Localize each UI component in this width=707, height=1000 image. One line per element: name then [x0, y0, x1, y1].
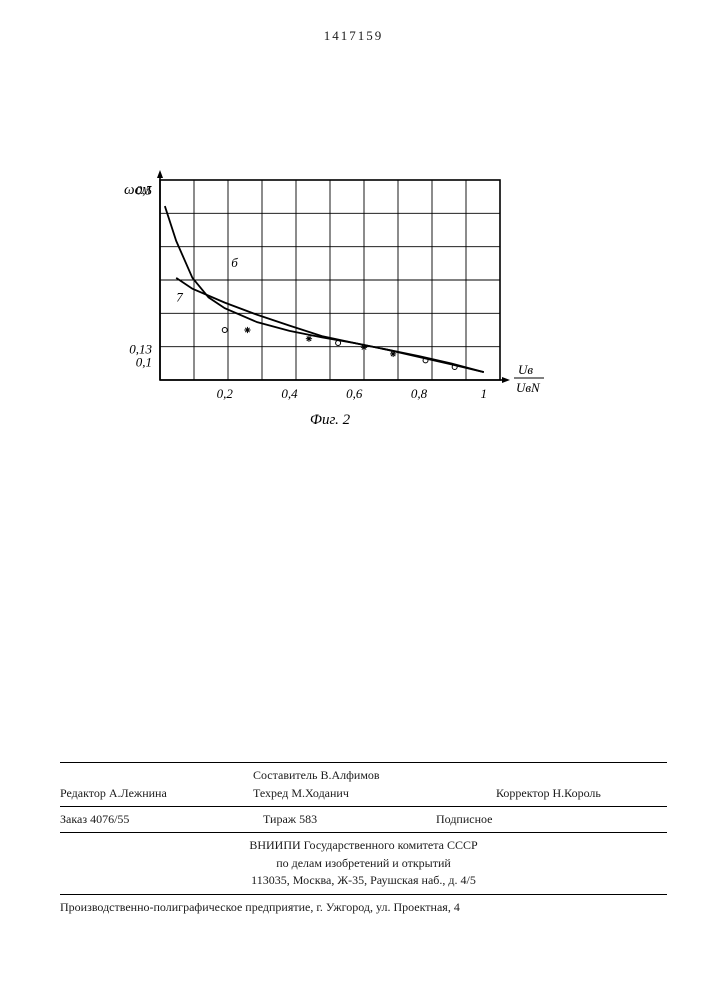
editor-label: Редактор	[60, 785, 106, 802]
svg-text:Фиг. 2: Фиг. 2	[310, 412, 351, 428]
svg-text:Uв: Uв	[518, 362, 533, 377]
footer-credits: Редактор А.Лежнина Составитель В.Алфимов…	[60, 762, 667, 807]
svg-text:0,13: 0,13	[129, 342, 152, 357]
tirage-num: 583	[299, 812, 317, 826]
compiler-label: Составитель	[253, 767, 317, 784]
corrector-name: Н.Король	[553, 785, 601, 802]
footer-org: ВНИИПИ Государственного комитета СССР по…	[60, 833, 667, 894]
order-label: Заказ	[60, 812, 87, 826]
order-num: 4076/55	[90, 812, 129, 826]
tirage-label: Тираж	[263, 812, 296, 826]
svg-text:UвN: UвN	[516, 380, 541, 395]
svg-text:0,2: 0,2	[217, 386, 234, 401]
svg-text:ωсм: ωсм	[124, 182, 151, 198]
svg-text:7: 7	[176, 290, 183, 305]
techred-label: Техред	[253, 785, 288, 802]
chart-fig2: 0,20,40,60,810,10,130,5ωсмUвUвNб7Фиг. 2	[110, 170, 550, 440]
org-line3: 113035, Москва, Ж-35, Раушская наб., д. …	[251, 873, 476, 887]
subscription: Подписное	[436, 811, 586, 828]
corrector-label: Корректор	[496, 785, 550, 802]
page-number: 1417159	[324, 28, 384, 44]
svg-text:0,6: 0,6	[346, 386, 363, 401]
svg-text:б: б	[231, 255, 238, 270]
techred-name: М.Ходанич	[291, 785, 349, 802]
footer-printer: Производственно-полиграфическое предприя…	[60, 895, 667, 920]
compiler-name: В.Алфимов	[320, 767, 379, 784]
svg-text:0,4: 0,4	[281, 386, 298, 401]
svg-text:1: 1	[481, 386, 488, 401]
org-line2: по делам изобретений и открытий	[276, 856, 451, 870]
editor-name: А.Лежнина	[109, 785, 167, 802]
footer-block: Редактор А.Лежнина Составитель В.Алфимов…	[60, 762, 667, 920]
footer-order: Заказ 4076/55 Тираж 583 Подписное	[60, 807, 667, 833]
org-line1: ВНИИПИ Государственного комитета СССР	[249, 838, 477, 852]
svg-text:0,1: 0,1	[136, 355, 152, 370]
svg-text:0,8: 0,8	[411, 386, 428, 401]
